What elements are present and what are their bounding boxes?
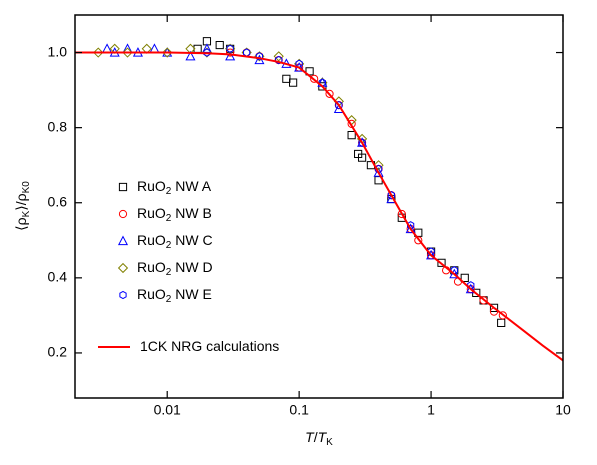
- data-point: [185, 50, 196, 61]
- y-tick-label: 0.8: [48, 118, 68, 134]
- x-tick-label: 1: [427, 402, 435, 418]
- legend-label: RuO2 NW D: [137, 259, 213, 278]
- legend-text-part: RuO: [137, 205, 166, 221]
- data-point: [122, 47, 133, 58]
- legend-text-part: RuO: [137, 178, 166, 194]
- legend-text-part: RuO: [137, 286, 166, 302]
- legend-label: RuO2 NW B: [137, 205, 212, 224]
- nrg-curve: [75, 51, 564, 362]
- y-tick-label: 1.0: [48, 43, 68, 59]
- data-point: [497, 318, 506, 328]
- legend-label: RuO2 NW A: [137, 178, 212, 197]
- data-point: [162, 47, 173, 58]
- y-label-part: ⟩/ρ: [13, 193, 29, 210]
- y-tick-label: 0.4: [48, 269, 68, 285]
- data-point: [215, 40, 224, 50]
- legend-text-part: 2: [166, 267, 172, 278]
- legend-text-part: NW D: [171, 259, 212, 275]
- legend-text-part: 2: [166, 213, 172, 224]
- data-point: [243, 48, 251, 57]
- data-point: [93, 47, 104, 58]
- x-label-part: K: [326, 437, 333, 448]
- data-point: [149, 43, 160, 53]
- data-point: [289, 78, 298, 87]
- legend-text-part: NW E: [171, 286, 211, 302]
- data-point: [310, 74, 319, 83]
- y-tick-label: 0.6: [48, 193, 68, 209]
- legend-text-part: NW C: [171, 232, 212, 248]
- data-point: [282, 74, 291, 83]
- data-point: [225, 50, 236, 61]
- data-point: [226, 44, 234, 53]
- data-point: [373, 160, 384, 171]
- data-point: [203, 48, 211, 57]
- legend-text-part: 1CK NRG calculations: [140, 338, 279, 354]
- data-point: [202, 37, 212, 46]
- data-point: [426, 249, 437, 260]
- legend-label: 1CK NRG calculations: [140, 338, 279, 354]
- data-point: [254, 54, 265, 65]
- legend-text-part: 2: [166, 294, 172, 305]
- data-point: [465, 283, 476, 294]
- data-point: [358, 138, 366, 147]
- y-label-part: K: [21, 210, 32, 217]
- data-point: [387, 191, 395, 200]
- data-point: [357, 153, 367, 162]
- legend-label: RuO2 NW E: [137, 286, 212, 305]
- plot-area: [75, 37, 564, 362]
- x-label-part: T: [318, 429, 328, 445]
- data-point: [273, 51, 284, 62]
- x-axis-label: T/TK: [305, 429, 333, 448]
- data-point: [295, 63, 304, 72]
- legend-text-part: NW A: [171, 178, 211, 194]
- x-tick-label: 0.01: [154, 402, 181, 418]
- legend-marker: [117, 262, 129, 274]
- data-point: [102, 43, 113, 53]
- x-label-part: /: [314, 429, 318, 445]
- legend-label: RuO2 NW C: [137, 232, 213, 251]
- data-point: [275, 55, 283, 65]
- legend-marker: [117, 235, 129, 246]
- x-label-part: T: [305, 429, 315, 445]
- y-label-part: K0: [21, 181, 32, 194]
- legend-marker: [118, 182, 128, 192]
- data-point: [255, 52, 264, 61]
- data-point: [335, 100, 343, 110]
- data-point: [354, 149, 363, 159]
- data-point: [405, 223, 416, 234]
- y-axis-label: ⟨ρK⟩/ρK0: [13, 181, 32, 231]
- x-tick-label: 10: [555, 402, 571, 418]
- data-point: [347, 131, 356, 140]
- legend-text-part: 2: [166, 240, 172, 251]
- data-point: [373, 167, 384, 177]
- y-tick-label: 0.2: [48, 344, 68, 360]
- legend-text-part: NW B: [171, 205, 211, 221]
- data-point: [449, 268, 460, 279]
- plot-frame: [74, 14, 564, 399]
- legend-marker: [119, 290, 127, 300]
- legend-marker: [118, 209, 128, 219]
- legend-text-part: RuO: [137, 259, 166, 275]
- x-tick-label: 0.1: [289, 402, 309, 418]
- legend-text-part: 2: [166, 186, 172, 197]
- legend-text-part: RuO: [137, 232, 166, 248]
- y-label-part: ⟨ρ: [13, 217, 29, 230]
